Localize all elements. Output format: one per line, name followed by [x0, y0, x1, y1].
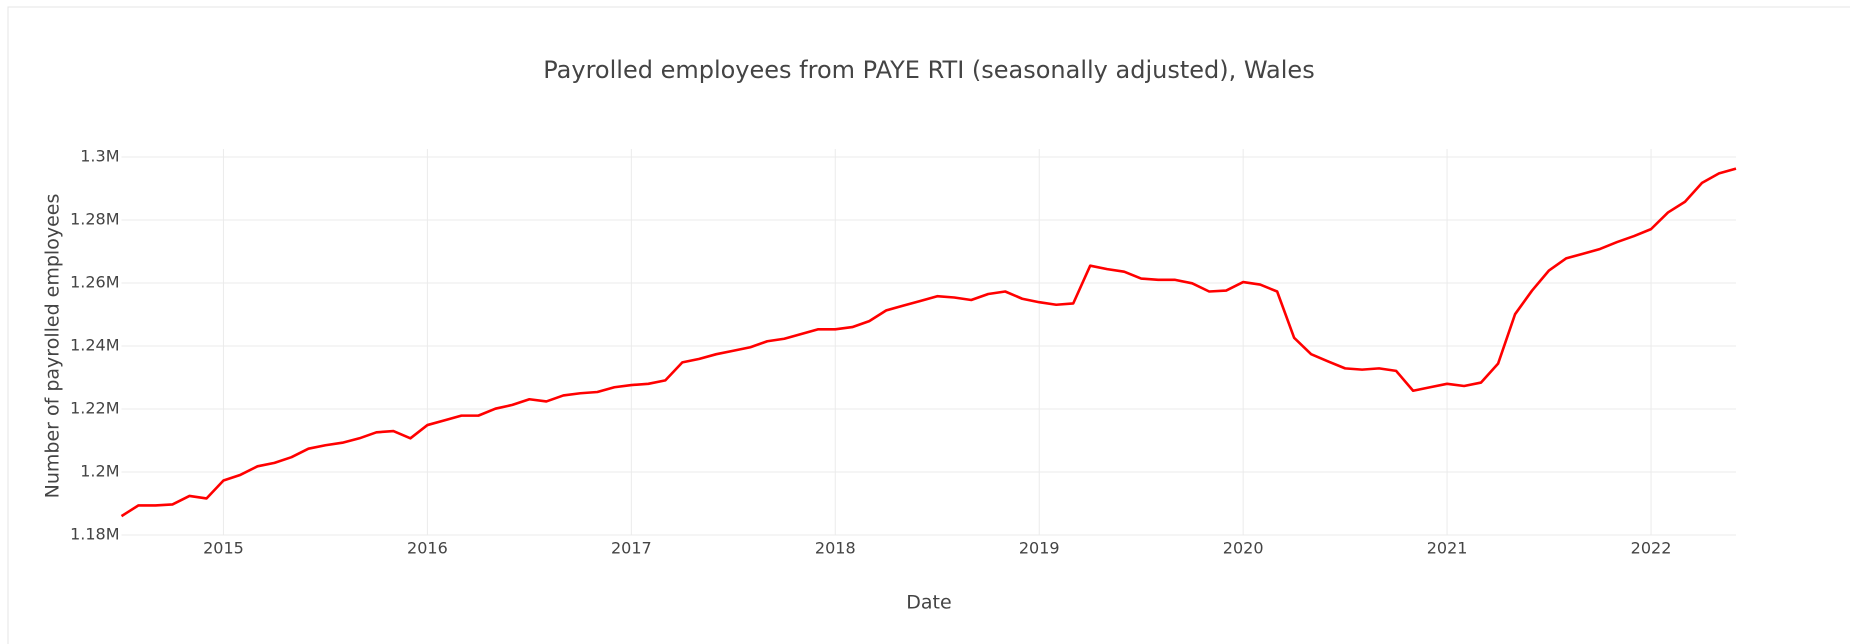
data-line [120, 167, 1737, 518]
x-tick-label: 2020 [1223, 539, 1264, 558]
x-tick-label: 2022 [1631, 539, 1672, 558]
chart-title: Payrolled employees from PAYE RTI (seaso… [543, 56, 1314, 84]
y-tick-label: 1.18M [70, 525, 119, 544]
x-tick-label: 2017 [611, 539, 652, 558]
y-tick-label: 1.3M [80, 147, 119, 166]
x-axis-title: Date [906, 592, 951, 614]
y-tick-label: 1.22M [70, 399, 119, 418]
y-axis-title: Number of payrolled employees [42, 194, 64, 499]
x-tick-label: 2019 [1019, 539, 1060, 558]
x-tick-label: 2021 [1427, 539, 1468, 558]
y-tick-label: 1.28M [70, 210, 119, 229]
card [7, 6, 1850, 644]
x-tick-label: 2016 [407, 539, 448, 558]
x-tick-label: 2015 [203, 539, 244, 558]
y-tick-label: 1.24M [70, 336, 119, 355]
y-tick-label: 1.26M [70, 273, 119, 292]
y-tick-label: 1.2M [80, 462, 119, 481]
x-tick-label: 2018 [815, 539, 856, 558]
